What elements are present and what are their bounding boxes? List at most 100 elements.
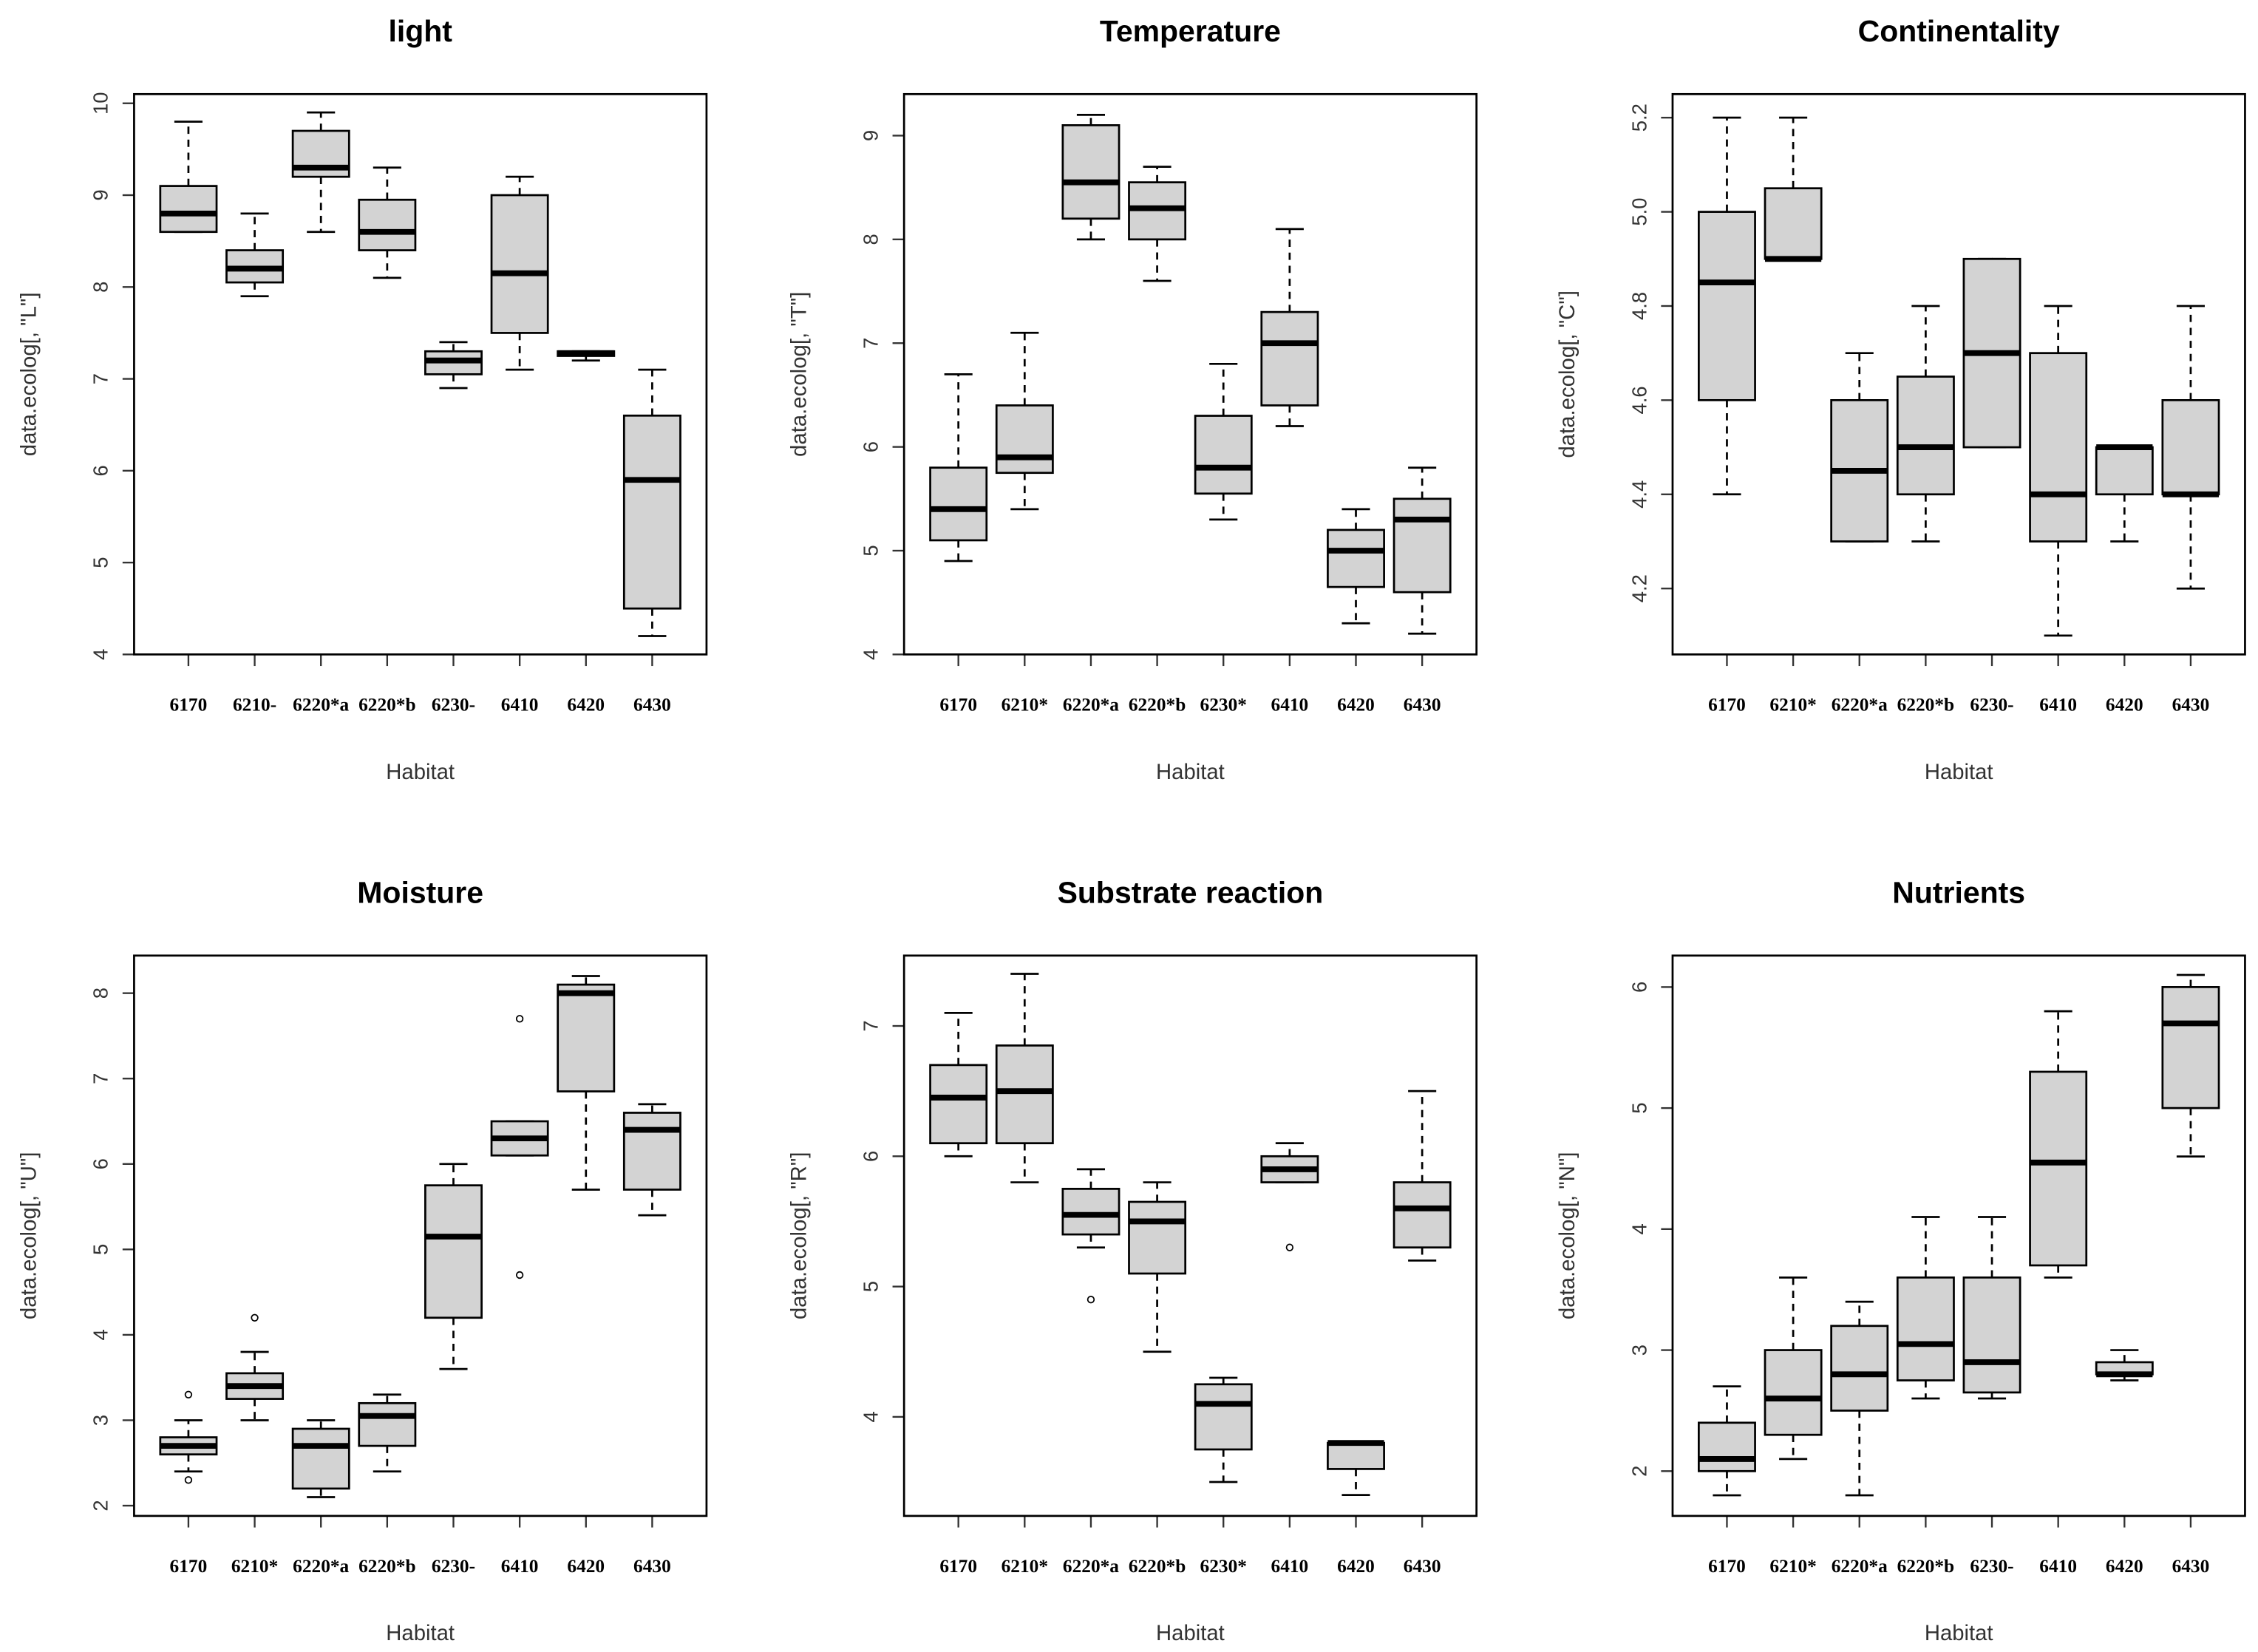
box <box>557 983 616 1092</box>
y-tick-label: 5.0 <box>1628 198 1650 226</box>
box <box>622 414 681 610</box>
x-tick-label: 6220*b <box>358 695 415 715</box>
x-axis-label: Habitat <box>1156 760 1225 784</box>
x-axis-label: Habitat <box>1925 1621 1993 1645</box>
outlier <box>184 1390 193 1398</box>
y-tick-label: 6 <box>860 1151 883 1162</box>
y-tick-label: 5 <box>89 557 112 568</box>
panel: Nutrients Habitat data.ecolog[, "N"] 2 3 4 5 6 6… <box>1555 875 2246 1645</box>
y-tick-label: 5 <box>89 1244 112 1255</box>
box <box>1194 415 1253 495</box>
box <box>2029 1070 2088 1267</box>
box <box>929 1064 988 1145</box>
x-tick-label: 6410 <box>1271 1556 1309 1577</box>
y-tick-label: 4 <box>1628 1223 1650 1234</box>
x-tick-label: 6230- <box>1970 695 2013 715</box>
x-tick-label: 6220*b <box>1129 695 1186 715</box>
x-tick-label: 6430 <box>2172 695 2210 715</box>
y-tick-label: 3 <box>89 1415 112 1426</box>
plot-frame <box>1671 954 2246 1517</box>
panel: Substrate reaction Habitat data.ecolog[, "… <box>786 875 1478 1645</box>
y-tick-label: 8 <box>860 234 883 245</box>
y-tick-label: 5 <box>1628 1102 1650 1113</box>
x-tick-label: 6430 <box>1404 695 1441 715</box>
x-tick-label: 6210- <box>233 695 276 715</box>
x-tick-label: 6410 <box>501 695 539 715</box>
plot-frame <box>133 954 708 1517</box>
y-tick-label: 8 <box>89 988 112 999</box>
box <box>1830 1325 1889 1412</box>
x-tick-label: 6220*a <box>1832 1556 1888 1577</box>
x-tick-label: 6230- <box>432 1556 475 1577</box>
box <box>1260 310 1319 407</box>
x-tick-label: 6210* <box>1002 695 1048 715</box>
y-tick-label: 7 <box>89 1073 112 1084</box>
y-tick-label: 6 <box>89 465 112 476</box>
y-tick-label: 4.8 <box>1628 292 1650 320</box>
box <box>159 185 218 234</box>
x-axis-label: Habitat <box>1156 1621 1225 1645</box>
panel-title: Substrate reaction <box>1058 875 1324 909</box>
y-axis-label: data.ecolog[, "T"] <box>786 292 811 457</box>
box <box>995 1044 1054 1145</box>
outlier <box>184 1476 193 1484</box>
x-tick-label: 6430 <box>633 1556 671 1577</box>
panel-title: light <box>388 14 452 48</box>
x-tick-label: 6420 <box>2106 695 2143 715</box>
y-tick-label: 5 <box>860 1281 883 1292</box>
x-axis-label: Habitat <box>386 1621 455 1645</box>
x-tick-label: 6170 <box>170 695 208 715</box>
x-tick-label: 6220*b <box>1897 695 1954 715</box>
x-tick-label: 6230- <box>1970 1556 2013 1577</box>
outlier <box>1285 1243 1294 1251</box>
y-axis-label: data.ecolog[, "N"] <box>1555 1152 1579 1320</box>
y-tick-label: 4 <box>89 649 112 660</box>
box <box>995 404 1054 475</box>
plot-frame <box>1671 92 2246 656</box>
x-tick-label: 6420 <box>567 695 605 715</box>
box <box>1698 1421 1756 1472</box>
box <box>622 1112 681 1191</box>
y-tick-label: 4.6 <box>1628 386 1650 414</box>
plot-frame <box>902 954 1478 1517</box>
outlier <box>251 1313 259 1322</box>
y-tick-label: 5.2 <box>1628 103 1650 132</box>
panel-title: Nutrients <box>1892 875 2025 909</box>
x-tick-label: 6410 <box>2039 1556 2077 1577</box>
y-tick-label: 9 <box>860 130 883 141</box>
y-tick-label: 4 <box>89 1329 112 1340</box>
x-tick-label: 6210* <box>1769 1556 1816 1577</box>
x-tick-label: 6410 <box>2039 695 2077 715</box>
x-tick-label: 6430 <box>2172 1556 2210 1577</box>
x-tick-label: 6170 <box>170 1556 208 1577</box>
y-axis-label: data.ecolog[, "L"] <box>17 292 41 456</box>
y-tick-label: 3 <box>1628 1345 1650 1356</box>
outlier <box>1087 1296 1095 1304</box>
outlier <box>515 1015 524 1023</box>
x-tick-label: 6230* <box>1200 695 1247 715</box>
panel-title: Continentality <box>1858 14 2060 48</box>
box <box>358 198 417 251</box>
y-axis-label: data.ecolog[, "C"] <box>1555 290 1579 458</box>
x-tick-label: 6420 <box>2106 1556 2143 1577</box>
panel: Continentality Habitat data.ecolog[, "C"] 4… <box>1555 14 2246 784</box>
y-tick-label: 6 <box>89 1158 112 1169</box>
y-tick-label: 9 <box>89 189 112 200</box>
panel-title: Moisture <box>357 875 483 909</box>
x-tick-label: 6170 <box>1708 1556 1746 1577</box>
box <box>2161 399 2220 496</box>
plot-frame <box>133 92 708 656</box>
x-tick-label: 6170 <box>939 695 977 715</box>
box <box>1392 1181 1452 1249</box>
y-tick-label: 4.4 <box>1628 480 1650 509</box>
y-tick-label: 8 <box>89 282 112 293</box>
y-tick-label: 7 <box>860 1020 883 1031</box>
box <box>1896 375 1955 496</box>
y-axis-label: data.ecolog[, "R"] <box>786 1152 811 1320</box>
y-tick-label: 6 <box>860 441 883 452</box>
x-tick-label: 6210* <box>231 1556 278 1577</box>
box <box>1061 1188 1121 1236</box>
box <box>2161 986 2220 1109</box>
x-tick-label: 6220*b <box>1897 1556 1954 1577</box>
